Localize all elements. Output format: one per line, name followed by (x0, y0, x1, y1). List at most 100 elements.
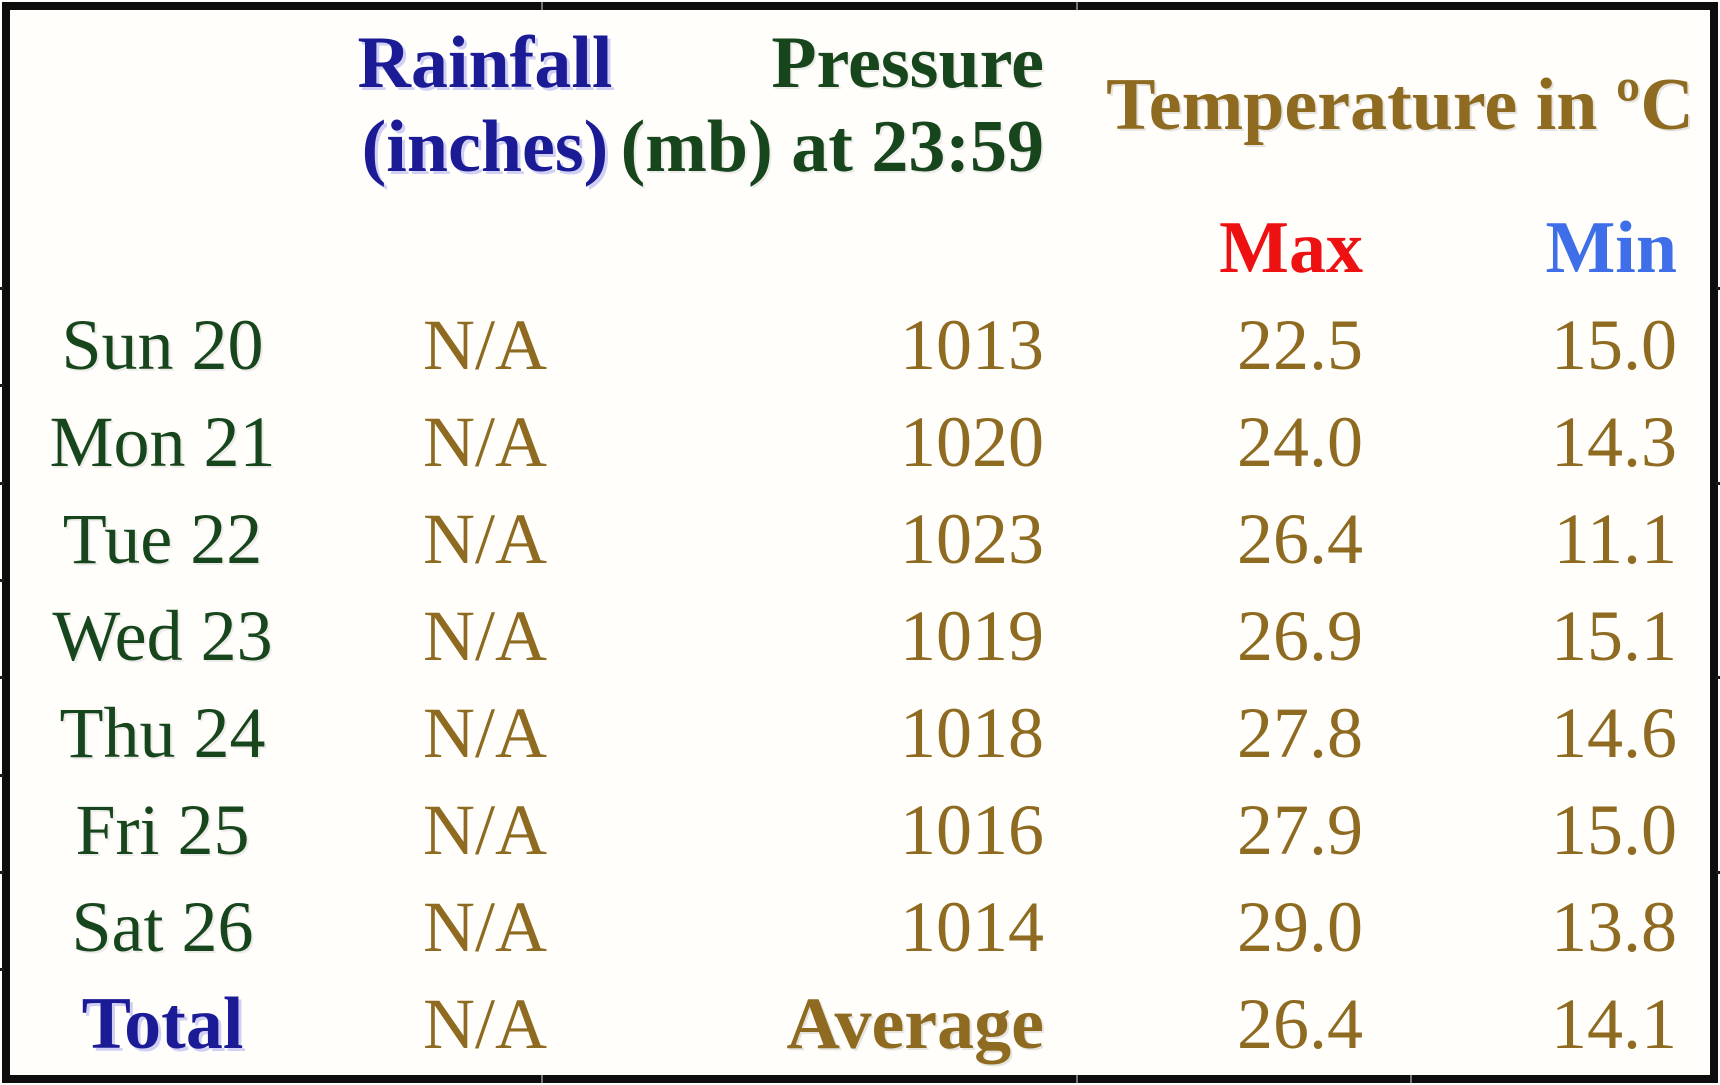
temp-max-value: 29.0 (1237, 887, 1363, 967)
border-tick (0, 871, 4, 874)
border-tick (541, 2, 543, 11)
header-pressure-line1: Pressure (771, 21, 1044, 104)
day-label: Mon 21 (49, 402, 276, 482)
temp-min-value: 11.1 (1553, 499, 1677, 579)
pressure-value: 1020 (900, 402, 1044, 482)
temp-min-value: 13.8 (1551, 887, 1677, 967)
rainfall-value: N/A (423, 887, 547, 967)
border-tick (0, 482, 4, 485)
header-day-empty (10, 10, 315, 200)
header-min-label: Min (1545, 207, 1677, 290)
weather-table: Rainfall (inches) Pressure (mb) at 23:59… (10, 10, 1710, 1073)
header-rainfall-line2: (inches) (361, 106, 609, 188)
border-tick (0, 968, 4, 971)
rainfall-cell: N/A (315, 879, 655, 976)
temp-max-cell: 22.5 (1090, 297, 1415, 394)
pressure-cell: 1016 (655, 782, 1090, 879)
day-cell: Sun 20 (10, 297, 315, 394)
border-tick (1716, 287, 1720, 290)
temp-max-value: 26.4 (1237, 499, 1363, 579)
temp-max-cell: 27.9 (1090, 782, 1415, 879)
spacer-cell (315, 200, 655, 297)
average-max-cell: 26.4 (1090, 976, 1415, 1073)
pressure-value: 1013 (900, 305, 1044, 385)
border-tick (0, 287, 4, 290)
border-tick (1076, 1074, 1078, 1083)
temp-max-cell: 27.8 (1090, 685, 1415, 782)
rainfall-cell: N/A (315, 491, 655, 588)
temp-min-cell: 15.0 (1415, 782, 1710, 879)
border-tick (1716, 676, 1720, 679)
border-tick (1716, 871, 1720, 874)
border-tick (1410, 1074, 1412, 1083)
rainfall-value: N/A (423, 305, 547, 385)
pressure-cell: 1013 (655, 297, 1090, 394)
day-cell: Wed 23 (10, 588, 315, 685)
border-tick (0, 579, 4, 582)
pressure-cell: 1023 (655, 491, 1090, 588)
pressure-value: 1016 (900, 790, 1044, 870)
rainfall-value: N/A (423, 499, 547, 579)
spacer-cell (655, 200, 1090, 297)
temp-min-value: 15.0 (1551, 790, 1677, 870)
temp-max-value: 22.5 (1237, 305, 1363, 385)
day-label: Tue 22 (62, 499, 263, 579)
total-label: Total (81, 983, 244, 1066)
border-tick (0, 774, 4, 777)
day-label: Thu 24 (59, 693, 266, 773)
pressure-cell: 1018 (655, 685, 1090, 782)
temp-max-value: 24.0 (1237, 402, 1363, 482)
pressure-cell: 1019 (655, 588, 1090, 685)
average-min-cell: 14.1 (1415, 976, 1710, 1073)
rainfall-cell: N/A (315, 297, 655, 394)
average-max-value: 26.4 (1237, 984, 1363, 1064)
rainfall-cell: N/A (315, 782, 655, 879)
temp-min-cell: 14.6 (1415, 685, 1710, 782)
pressure-cell: 1020 (655, 394, 1090, 491)
header-min: Min (1415, 200, 1710, 297)
rainfall-value: N/A (423, 693, 547, 773)
temp-min-value: 15.0 (1551, 305, 1677, 385)
header-max-label: Max (1219, 207, 1363, 290)
day-cell: Fri 25 (10, 782, 315, 879)
total-label-cell: Total (10, 976, 315, 1073)
pressure-value: 1014 (900, 887, 1044, 967)
day-label: Wed 23 (52, 596, 273, 676)
temp-min-cell: 15.1 (1415, 588, 1710, 685)
temp-min-cell: 11.1 (1415, 491, 1710, 588)
pressure-value: 1018 (900, 693, 1044, 773)
header-temperature: Temperature in ºC (1090, 10, 1710, 200)
spacer-cell (10, 200, 315, 297)
border-tick (1716, 482, 1720, 485)
day-cell: Mon 21 (10, 394, 315, 491)
day-label: Fri 25 (75, 790, 250, 870)
header-rainfall: Rainfall (inches) (315, 10, 655, 200)
rainfall-value: N/A (423, 596, 547, 676)
temp-max-cell: 29.0 (1090, 879, 1415, 976)
temp-min-cell: 14.3 (1415, 394, 1710, 491)
border-tick (0, 676, 4, 679)
border-tick (541, 1074, 543, 1083)
header-rainfall-line1: Rainfall (357, 21, 613, 104)
day-label: Sun 20 (61, 305, 264, 385)
temp-max-cell: 26.4 (1090, 491, 1415, 588)
border-tick (1076, 2, 1078, 11)
temp-min-value: 14.3 (1551, 402, 1677, 482)
header-pressure: Pressure (mb) at 23:59 (621, 10, 1090, 200)
temp-min-cell: 15.0 (1415, 297, 1710, 394)
header-pressure-line2: (mb) at 23:59 (620, 106, 1044, 188)
day-cell: Tue 22 (10, 491, 315, 588)
border-tick (0, 384, 4, 387)
header-temperature-label: Temperature in ºC (1106, 63, 1694, 146)
temp-min-value: 15.1 (1551, 596, 1677, 676)
rainfall-cell: N/A (315, 685, 655, 782)
temp-max-cell: 24.0 (1090, 394, 1415, 491)
temp-max-value: 26.9 (1237, 596, 1363, 676)
rainfall-cell: N/A (315, 588, 655, 685)
day-label: Sat 26 (71, 887, 254, 967)
temp-max-cell: 26.9 (1090, 588, 1415, 685)
total-rainfall-value: N/A (423, 984, 547, 1064)
total-rainfall-cell: N/A (315, 976, 655, 1073)
rainfall-value: N/A (423, 402, 547, 482)
